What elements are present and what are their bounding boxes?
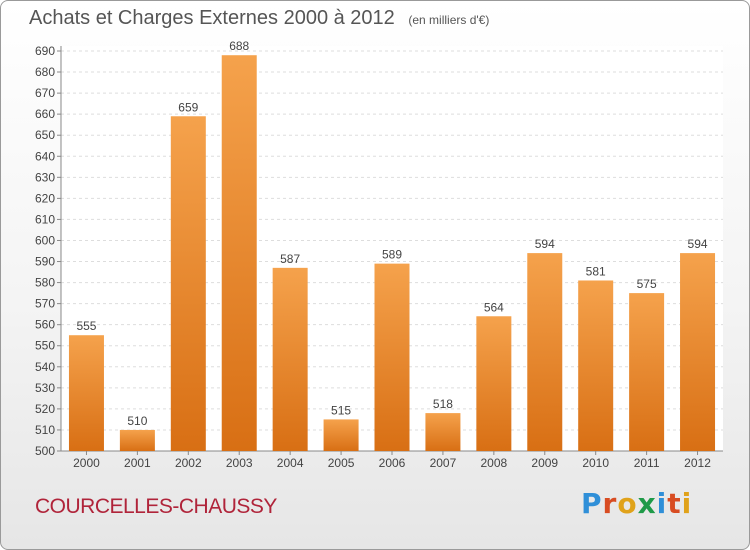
data-label: 518	[433, 397, 453, 411]
data-label: 688	[229, 39, 249, 53]
chart-title: Achats et Charges Externes 2000 à 2012 (…	[29, 7, 489, 30]
bar-2009[interactable]	[527, 253, 563, 451]
x-tick-label: 2005	[328, 456, 355, 470]
y-tick-label: 540	[35, 360, 55, 374]
y-tick-label: 680	[35, 65, 55, 79]
bar-2011[interactable]	[629, 293, 665, 451]
data-label: 510	[127, 414, 147, 428]
y-tick-label: 550	[35, 339, 55, 353]
logo-letter: P	[581, 487, 603, 520]
x-tick-label: 2011	[634, 456, 660, 470]
city-name: COURCELLES-CHAUSSY	[35, 495, 277, 518]
y-tick-label: 640	[35, 149, 55, 163]
y-tick-label: 530	[35, 381, 55, 395]
data-label: 575	[637, 277, 657, 291]
x-tick-label: 2007	[430, 456, 457, 470]
y-tick-label: 500	[35, 444, 55, 458]
data-label: 587	[280, 252, 300, 266]
logo-letter: o	[617, 487, 638, 520]
chart-title-text: Achats et Charges Externes 2000 à 2012	[29, 7, 395, 29]
data-label: 594	[688, 237, 708, 251]
bar-2003[interactable]	[221, 55, 257, 452]
bar-2004[interactable]	[272, 267, 308, 451]
bar-2008[interactable]	[476, 316, 512, 451]
bars	[68, 55, 716, 452]
y-tick-label: 610	[35, 212, 55, 226]
data-label: 555	[76, 319, 96, 333]
y-tick-label: 580	[35, 276, 55, 290]
x-tick-label: 2012	[684, 456, 711, 470]
y-tick-label: 510	[35, 423, 55, 437]
y-tick-label: 560	[35, 318, 55, 332]
bar-2005[interactable]	[323, 419, 359, 451]
data-labels: 555 510 659 688 587 515 589 518 564 594 581 575 594	[76, 39, 707, 428]
x-tick-label: 2004	[277, 456, 304, 470]
bar-2012[interactable]	[680, 253, 716, 451]
data-label: 659	[178, 100, 198, 114]
bar-2007[interactable]	[425, 413, 461, 451]
chart-subtitle: (en milliers d'€)	[408, 13, 490, 27]
x-tick-label: 2006	[379, 456, 406, 470]
data-label: 581	[586, 264, 606, 278]
logo-letter: i	[681, 487, 693, 520]
bar-2000[interactable]	[68, 335, 104, 451]
bar-2001[interactable]	[119, 429, 155, 451]
logo-letter: i	[656, 487, 668, 520]
bar-2010[interactable]	[578, 280, 614, 451]
y-tick-label: 660	[35, 107, 55, 121]
bar-2006[interactable]	[374, 263, 410, 451]
x-tick-label: 2003	[226, 456, 253, 470]
y-tick-label: 520	[35, 402, 55, 416]
data-label: 564	[484, 300, 504, 314]
y-tick-label: 620	[35, 191, 55, 205]
x-tick-label: 2000	[73, 456, 100, 470]
data-label: 594	[535, 237, 555, 251]
bar-2002[interactable]	[170, 116, 206, 452]
data-label: 589	[382, 248, 402, 262]
x-tick-label: 2008	[480, 456, 507, 470]
y-tick-label: 600	[35, 233, 55, 247]
logo-letter: x	[637, 487, 657, 520]
y-tick-label: 590	[35, 255, 55, 269]
y-tick-label: 630	[35, 170, 55, 184]
logo-letter: t	[667, 487, 682, 520]
logo-letter: r	[602, 487, 618, 520]
y-tick-label: 650	[35, 128, 55, 142]
x-tick-label: 2001	[124, 456, 151, 470]
x-tick-label: 2010	[582, 456, 609, 470]
x-tick-label: 2009	[531, 456, 558, 470]
proxiti-logo[interactable]: Proxiti	[581, 487, 692, 520]
y-tick-label: 670	[35, 86, 55, 100]
y-tick-label: 570	[35, 297, 55, 311]
y-tick-label: 690	[35, 44, 55, 58]
x-tick-label: 2002	[175, 456, 202, 470]
data-label: 515	[331, 403, 351, 417]
